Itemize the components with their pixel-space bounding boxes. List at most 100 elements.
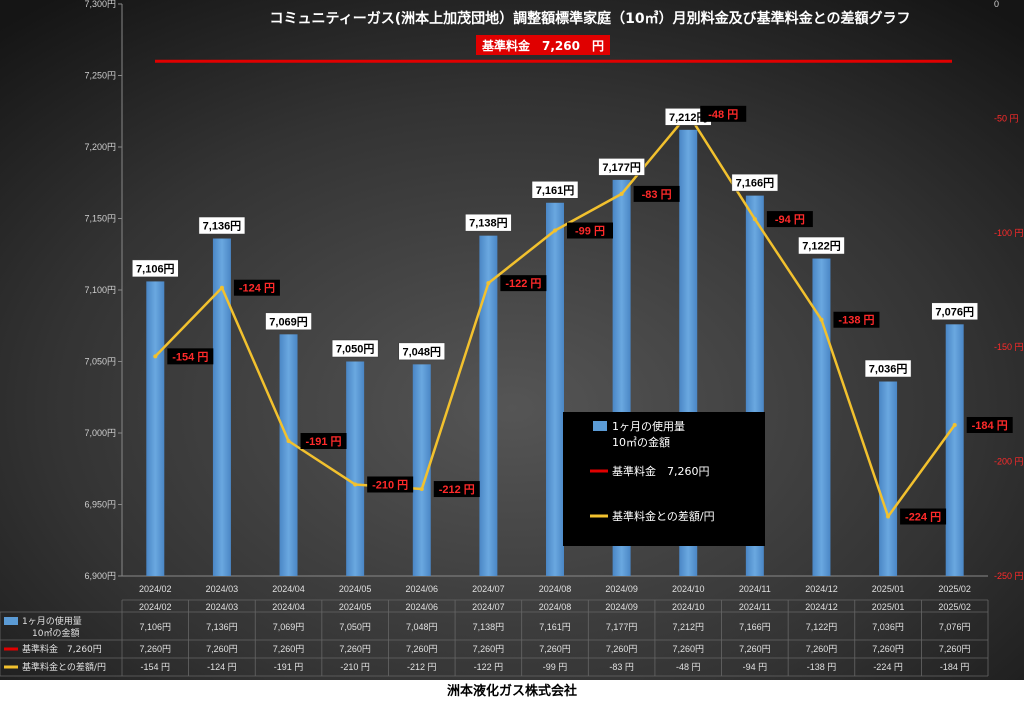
table-cell: 7,260円 bbox=[140, 644, 172, 654]
table-header-cell: 2024/08 bbox=[539, 602, 572, 612]
diff-value-box bbox=[900, 508, 947, 525]
diff-value-box bbox=[966, 416, 1013, 433]
diff-value-label: -138 円 bbox=[838, 314, 874, 327]
y-tick-label: 7,300円 bbox=[84, 0, 116, 9]
diff-value-box bbox=[367, 476, 414, 493]
y2-tick-label: -150 円 bbox=[994, 342, 1024, 352]
bar-value-label: 7,106円 bbox=[136, 262, 175, 275]
diff-value-label: -154 円 bbox=[172, 350, 208, 363]
table-cell: 7,260円 bbox=[473, 644, 505, 654]
table-header-cell: 2024/12 bbox=[805, 602, 838, 612]
bar-value-box bbox=[598, 158, 645, 176]
table-row-label-base: 基準料金 7,260円 bbox=[22, 643, 102, 655]
diff-value-label: -48 円 bbox=[708, 108, 738, 121]
table-cell: 7,260円 bbox=[406, 644, 438, 654]
x-tick-label: 2025/01 bbox=[872, 584, 905, 594]
table-row-label-diff: 基準料金との差額/円 bbox=[22, 661, 106, 673]
diff-value-box bbox=[766, 211, 813, 228]
legend-label-diff: 基準料金との差額/円 bbox=[612, 509, 715, 523]
y2-tick-label: -100 円 bbox=[994, 228, 1024, 238]
bar bbox=[212, 238, 231, 576]
table-cell: -154 円 bbox=[141, 662, 171, 672]
diff-point bbox=[886, 514, 891, 519]
diff-value-box bbox=[567, 222, 613, 239]
bar bbox=[346, 361, 365, 576]
bar-value-label: 7,136円 bbox=[203, 220, 242, 233]
diff-point bbox=[219, 285, 224, 290]
table-row-label-bar-1: 1ヶ月の使用量 bbox=[22, 615, 82, 627]
diff-value-label: -212 円 bbox=[439, 483, 475, 496]
base-price-label-box bbox=[476, 35, 610, 55]
bar-value-box bbox=[398, 342, 446, 361]
table-cell: -184 円 bbox=[940, 662, 970, 672]
bar-value-box bbox=[265, 312, 312, 331]
y-tick-label: 7,150円 bbox=[84, 214, 116, 224]
diff-value-label: -191 円 bbox=[305, 435, 341, 448]
diff-point bbox=[752, 217, 757, 222]
bar bbox=[945, 324, 964, 576]
diff-value-label: -184 円 bbox=[972, 419, 1008, 432]
table-header-cell: 2024/04 bbox=[272, 602, 305, 612]
table-header-cell: 2024/10 bbox=[672, 602, 705, 612]
table-cell: -212 円 bbox=[407, 662, 437, 672]
bar bbox=[479, 235, 498, 576]
diff-point bbox=[286, 439, 291, 444]
base-price-label: 基準料金 7,260 円 bbox=[481, 38, 604, 53]
bar-value-box bbox=[531, 181, 579, 199]
chart: 6,900円 6,950円 7,000円 7,050円 7,100円 7,150円 7,20… bbox=[0, 0, 1024, 680]
table-header-cell: 2025/02 bbox=[938, 602, 971, 612]
bar-value-label: 7,036円 bbox=[869, 363, 908, 376]
y-tick-label: 7,000円 bbox=[84, 428, 116, 438]
bar-value-label: 7,122円 bbox=[802, 240, 841, 253]
table-cell: -94 円 bbox=[743, 662, 768, 672]
x-tick-label: 2024/02 bbox=[139, 584, 172, 594]
diff-point bbox=[353, 482, 358, 487]
diff-point bbox=[486, 281, 491, 286]
table-cell: 7,048円 bbox=[406, 622, 438, 632]
table-header-cell: 2024/06 bbox=[405, 602, 438, 612]
bar-value-label: 7,138円 bbox=[469, 217, 508, 230]
table-row-label-bar-2: 10㎥の金額 bbox=[32, 627, 79, 639]
legend-box bbox=[563, 412, 765, 546]
table-cell: 7,122円 bbox=[806, 622, 838, 632]
x-tick-label: 2025/02 bbox=[938, 584, 971, 594]
bar-value-label: 7,161円 bbox=[536, 184, 575, 197]
bar-value-box bbox=[465, 213, 512, 232]
diff-value-box bbox=[633, 185, 680, 202]
diff-point bbox=[952, 422, 957, 427]
diff-point bbox=[153, 354, 158, 359]
table-header-cell: 2024/09 bbox=[605, 602, 638, 612]
diff-value-label: -94 円 bbox=[775, 213, 805, 226]
table-cell: 7,166円 bbox=[739, 622, 771, 632]
diff-value-box bbox=[300, 433, 347, 450]
y-tick-label: 6,900円 bbox=[84, 571, 116, 581]
table-cell: 7,136円 bbox=[206, 622, 238, 632]
table-cell: 7,177円 bbox=[606, 622, 638, 632]
bar-value-box bbox=[864, 359, 912, 378]
table-cell: -210 円 bbox=[340, 662, 370, 672]
bar-value-label: 7,177円 bbox=[602, 161, 641, 174]
y-tick-label: 7,100円 bbox=[84, 285, 116, 295]
x-tick-label: 2024/09 bbox=[605, 584, 638, 594]
bar bbox=[412, 364, 431, 576]
bar-value-label: 7,050円 bbox=[336, 343, 375, 356]
table-cell: 7,260円 bbox=[672, 644, 704, 654]
x-tick-label: 2024/11 bbox=[739, 584, 771, 594]
y2-tick-label: -200 円 bbox=[994, 457, 1024, 467]
bar-value-box bbox=[198, 216, 246, 235]
bar bbox=[879, 381, 898, 576]
table-swatch-bar bbox=[4, 617, 18, 625]
bar-value-label: 7,076円 bbox=[935, 305, 974, 318]
table-cell: 7,260円 bbox=[539, 644, 571, 654]
y-tick-label: 6,950円 bbox=[84, 500, 116, 510]
table-cell: -99 円 bbox=[543, 662, 568, 672]
table-header-cell: 2024/05 bbox=[339, 602, 372, 612]
x-tick-label: 2024/12 bbox=[805, 584, 838, 594]
bar-value-label: 7,069円 bbox=[269, 315, 308, 328]
legend-label-base: 基準料金 7,260円 bbox=[612, 464, 710, 478]
bar-value-label: 7,048円 bbox=[403, 345, 442, 358]
y-tick-label: 7,050円 bbox=[84, 357, 116, 367]
table-cell: -48 円 bbox=[676, 662, 701, 672]
diff-value-box bbox=[833, 311, 880, 328]
diff-value-box bbox=[233, 279, 280, 296]
